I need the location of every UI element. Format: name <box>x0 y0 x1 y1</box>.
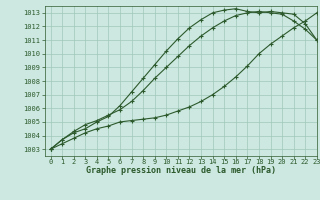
X-axis label: Graphe pression niveau de la mer (hPa): Graphe pression niveau de la mer (hPa) <box>86 166 276 175</box>
